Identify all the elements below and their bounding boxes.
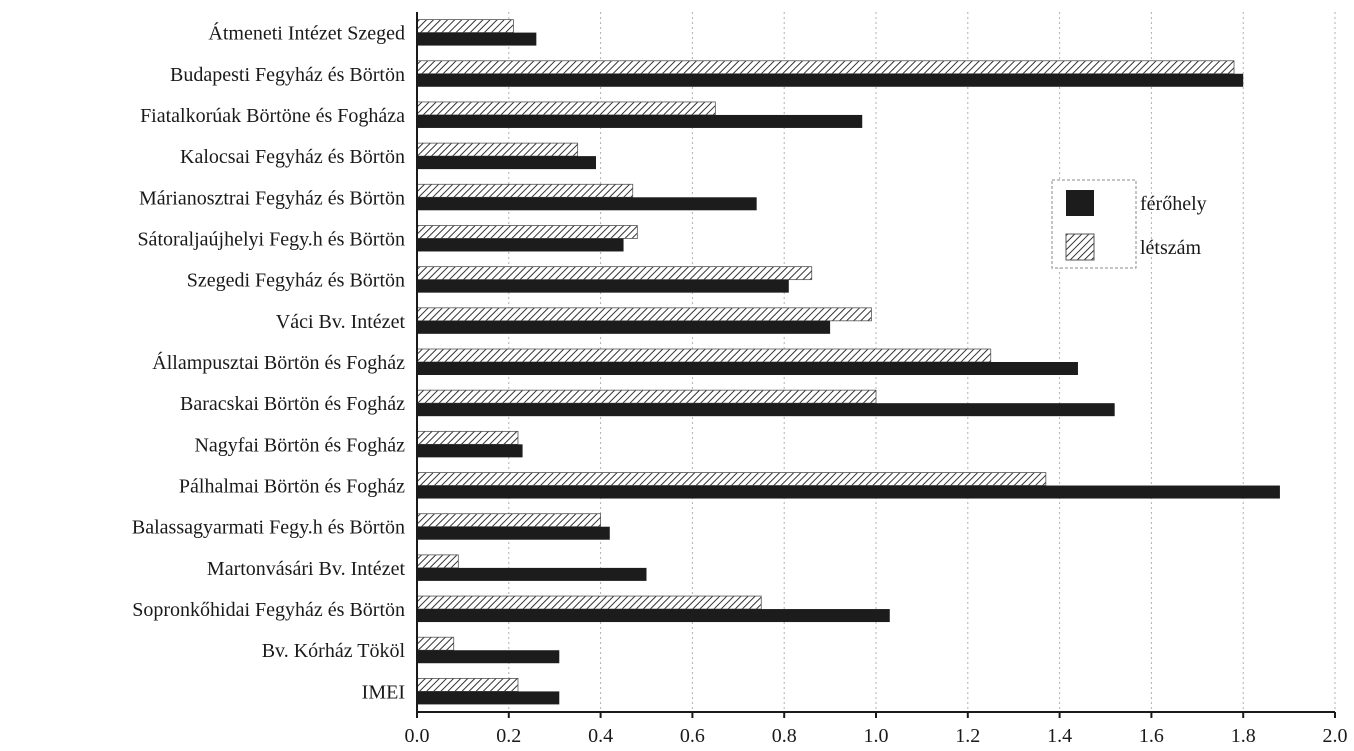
bar-feroehely (417, 156, 597, 170)
bar-feroehely (417, 526, 610, 540)
bar-letszam (416, 554, 459, 569)
bar-feroehely (417, 609, 890, 623)
bar-letszam (416, 430, 519, 445)
bar-letszam (416, 183, 634, 198)
bar-feroehely (417, 362, 1078, 375)
category-label: Fiatalkorúak Börtöne és Fogháza (140, 105, 405, 127)
category-label: Budapesti Fegyház és Börtön (170, 64, 405, 86)
x-tick-label: 0.6 (680, 725, 705, 747)
x-tick-label: 1.8 (1231, 725, 1256, 747)
bar-feroehely (417, 403, 1115, 417)
x-tick-label: 0.8 (772, 725, 797, 747)
legend-label-letszam: létszám (1140, 237, 1202, 259)
bar-feroehely (417, 320, 831, 334)
bar-letszam (416, 348, 992, 363)
bar-letszam (416, 225, 638, 239)
legend-swatch-letszam (1065, 233, 1095, 261)
bar-feroehely (417, 279, 789, 293)
category-label: Balassagyarmati Fegy.h és Börtön (132, 517, 405, 539)
bar-letszam (416, 678, 519, 692)
bar-feroehely (417, 114, 863, 128)
x-tick-label: 0.0 (405, 725, 430, 747)
bar-feroehely (417, 444, 523, 458)
bar-letszam (416, 636, 455, 651)
bar-letszam (416, 472, 1047, 486)
bar-feroehely (417, 485, 1280, 499)
bar-feroehely (417, 238, 624, 252)
x-tick-label: 2.0 (1323, 725, 1348, 747)
x-tick-label: 1.6 (1139, 725, 1164, 747)
category-label: Baracskai Börtön és Fogház (180, 393, 405, 415)
bar-feroehely (417, 650, 560, 664)
bar-letszam (416, 389, 877, 404)
bar-feroehely (417, 32, 537, 46)
legend: férőhely létszám (1051, 179, 1207, 269)
bar-letszam (416, 19, 514, 33)
bar-feroehely (417, 691, 560, 705)
category-label: Váci Bv. Intézet (276, 311, 406, 333)
bar-letszam (416, 60, 1235, 75)
legend-label-feroehely: férőhely (1140, 193, 1207, 215)
bar-letszam (416, 595, 762, 610)
category-label: IMEI (362, 681, 405, 703)
category-label: Martonvásári Bv. Intézet (207, 558, 406, 580)
bar-letszam (416, 307, 872, 322)
legend-swatch-feroehely (1066, 190, 1094, 216)
category-label: Állampusztai Börtön és Fogház (152, 351, 405, 374)
bar-letszam (416, 142, 579, 157)
bar-feroehely (417, 197, 757, 211)
category-labels: Átmeneti Intézet Szeged Budapesti Fegyház… (132, 22, 406, 704)
category-label: Bv. Kórház Tököl (262, 640, 406, 662)
bar-letszam (416, 101, 716, 116)
x-tick-label: 0.4 (588, 725, 613, 747)
bar-feroehely (417, 73, 1244, 87)
x-axis-ticks: 0.0 0.2 0.4 0.6 0.8 1.0 1.2 1.4 1.6 1.8 2.0 (405, 712, 1348, 747)
category-label: Nagyfai Börtön és Fogház (194, 434, 405, 456)
x-tick-label: 1.4 (1047, 725, 1072, 747)
category-label: Pálhalmai Börtön és Fogház (179, 476, 405, 498)
bar-feroehely (417, 567, 647, 581)
category-label: Márianosztrai Fegyház és Börtön (139, 187, 405, 209)
category-label: Átmeneti Intézet Szeged (208, 22, 405, 45)
bar-letszam (416, 513, 602, 528)
category-label: Kalocsai Fegyház és Börtön (180, 146, 405, 168)
x-tick-label: 0.2 (496, 725, 521, 747)
category-label: Sopronkőhidai Fegyház és Börtön (132, 599, 405, 621)
bar-letszam (416, 266, 813, 281)
bars-group (416, 19, 1280, 705)
x-tick-label: 1.0 (864, 725, 889, 747)
category-label: Sátoraljaújhelyi Fegy.h és Börtön (137, 228, 405, 250)
category-label: Szegedi Fegyház és Börtön (187, 270, 405, 292)
x-tick-label: 1.2 (955, 725, 980, 747)
